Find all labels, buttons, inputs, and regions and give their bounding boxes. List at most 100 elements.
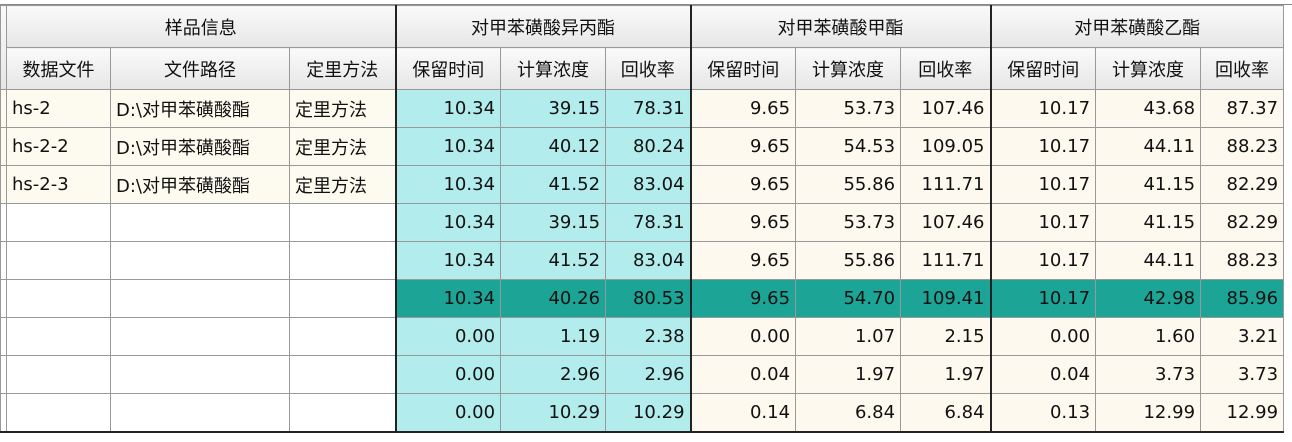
value-cell: 111.71 xyxy=(900,241,992,280)
value-cell: 2.38 xyxy=(605,317,692,356)
value-cell: 3.73 xyxy=(1200,355,1285,394)
value-cell: 87.37 xyxy=(1200,89,1285,128)
empty-cell xyxy=(288,317,397,356)
empty-cell xyxy=(6,355,111,394)
table-row: 10.34 40.26 80.53 9.65 54.70 109.41 10.17 42.98… xyxy=(0,279,1285,318)
value-cell: 40.12 xyxy=(500,127,607,166)
value-cell: 10.17 xyxy=(989,241,1097,280)
value-cell: 9.65 xyxy=(689,127,797,166)
empty-cell xyxy=(288,203,397,242)
column-header: 回收率 xyxy=(605,47,692,90)
empty-cell xyxy=(6,393,111,433)
table-row: 10.34 41.52 83.04 9.65 55.86 111.71 10.17 44.11… xyxy=(0,241,1285,280)
value-cell: 107.46 xyxy=(900,89,992,128)
value-cell: 53.73 xyxy=(795,89,902,128)
value-cell: 44.11 xyxy=(1095,241,1202,280)
table-row: 10.34 39.15 78.31 9.65 53.73 107.46 10.17 41.15… xyxy=(0,203,1285,242)
value-cell: 2.15 xyxy=(900,317,992,356)
column-header: 保留时间 xyxy=(394,47,502,90)
value-cell: 85.96 xyxy=(1200,279,1285,318)
value-cell: 9.65 xyxy=(689,165,797,204)
value-cell: 10.17 xyxy=(989,279,1097,318)
sample-cell: hs-2-3 xyxy=(6,165,111,204)
table-row: hs-2-3 D:\对甲苯磺酸酯 定里方法 10.34 41.52 83.04 9.65 55… xyxy=(0,165,1285,204)
grid-view: 样品信息 对甲苯磺酸异丙酯 对甲苯磺酸甲酯 对甲苯磺酸乙酯 数据文件 文件路径 定里方法 保留… xyxy=(0,4,1292,439)
value-cell: 9.65 xyxy=(689,89,797,128)
value-cell: 88.23 xyxy=(1200,241,1285,280)
group-header: 对甲苯磺酸异丙酯 xyxy=(394,5,692,48)
empty-cell xyxy=(110,203,290,242)
column-header: 回收率 xyxy=(1200,47,1285,90)
value-cell: 10.34 xyxy=(394,241,502,280)
sample-cell: 定里方法 xyxy=(288,127,397,166)
value-cell: 1.19 xyxy=(500,317,607,356)
value-cell: 1.97 xyxy=(795,355,902,394)
value-cell: 54.70 xyxy=(795,279,902,318)
sample-cell: hs-2-2 xyxy=(6,127,111,166)
value-cell: 10.17 xyxy=(989,127,1097,166)
value-cell: 41.15 xyxy=(1095,165,1202,204)
value-cell: 39.15 xyxy=(500,89,607,128)
empty-cell xyxy=(6,203,111,242)
table-row: 0.00 10.29 10.29 0.14 6.84 6.84 0.13 12.99 12.99 xyxy=(0,393,1285,433)
table-row: 0.00 1.19 2.38 0.00 1.07 2.15 0.00 1.60 3.21 xyxy=(0,317,1285,356)
value-cell: 10.34 xyxy=(394,203,502,242)
value-cell: 78.31 xyxy=(605,89,692,128)
value-cell: 10.34 xyxy=(394,165,502,204)
value-cell: 111.71 xyxy=(900,165,992,204)
value-cell: 2.96 xyxy=(500,355,607,394)
value-cell: 10.17 xyxy=(989,203,1097,242)
column-header: 计算浓度 xyxy=(795,47,902,90)
column-header: 数据文件 xyxy=(6,47,111,90)
sample-cell: 定里方法 xyxy=(288,89,397,128)
empty-cell xyxy=(6,317,111,356)
value-cell: 0.00 xyxy=(989,317,1097,356)
value-cell: 12.99 xyxy=(1200,393,1285,433)
value-cell: 54.53 xyxy=(795,127,902,166)
column-header: 保留时间 xyxy=(989,47,1097,90)
value-cell: 10.17 xyxy=(989,89,1097,128)
sample-cell: D:\对甲苯磺酸酯 xyxy=(110,89,290,128)
value-cell: 40.26 xyxy=(500,279,607,318)
value-cell: 82.29 xyxy=(1200,165,1285,204)
value-cell: 83.04 xyxy=(605,165,692,204)
value-cell: 78.31 xyxy=(605,203,692,242)
empty-cell xyxy=(110,317,290,356)
value-cell: 10.34 xyxy=(394,127,502,166)
value-cell: 0.00 xyxy=(394,355,502,394)
value-cell: 41.52 xyxy=(500,165,607,204)
value-cell: 41.15 xyxy=(1095,203,1202,242)
value-cell: 10.34 xyxy=(394,89,502,128)
table-row: 0.00 2.96 2.96 0.04 1.97 1.97 0.04 3.73 3.73 xyxy=(0,355,1285,394)
group-header: 样品信息 xyxy=(5,5,397,48)
empty-cell xyxy=(6,279,111,318)
empty-cell xyxy=(110,393,290,433)
value-cell: 82.29 xyxy=(1200,203,1285,242)
sample-cell: D:\对甲苯磺酸酯 xyxy=(110,165,290,204)
empty-cell xyxy=(288,393,397,433)
column-header: 计算浓度 xyxy=(1095,47,1202,90)
sample-cell: hs-2 xyxy=(6,89,111,128)
column-header: 计算浓度 xyxy=(500,47,607,90)
empty-cell xyxy=(110,241,290,280)
value-cell: 10.34 xyxy=(394,279,502,318)
value-cell: 41.52 xyxy=(500,241,607,280)
empty-cell xyxy=(110,355,290,394)
value-cell: 3.21 xyxy=(1200,317,1285,356)
value-cell: 0.14 xyxy=(689,393,797,433)
column-header: 回收率 xyxy=(900,47,992,90)
data-table: 样品信息 对甲苯磺酸异丙酯 对甲苯磺酸甲酯 对甲苯磺酸乙酯 数据文件 文件路径 定里方法 保留… xyxy=(0,5,1285,433)
empty-cell xyxy=(6,241,111,280)
table-row: hs-2 D:\对甲苯磺酸酯 定里方法 10.34 39.15 78.31 9.65 53.7… xyxy=(0,89,1285,128)
value-cell: 9.65 xyxy=(689,279,797,318)
value-cell: 1.97 xyxy=(900,355,992,394)
value-cell: 3.73 xyxy=(1095,355,1202,394)
value-cell: 0.04 xyxy=(689,355,797,394)
value-cell: 42.98 xyxy=(1095,279,1202,318)
group-header: 对甲苯磺酸乙酯 xyxy=(989,5,1285,48)
value-cell: 83.04 xyxy=(605,241,692,280)
value-cell: 6.84 xyxy=(795,393,902,433)
value-cell: 10.17 xyxy=(989,165,1097,204)
table-row: hs-2-2 D:\对甲苯磺酸酯 定里方法 10.34 40.12 80.24 9.65 54… xyxy=(0,127,1285,166)
column-header: 定里方法 xyxy=(288,47,397,90)
